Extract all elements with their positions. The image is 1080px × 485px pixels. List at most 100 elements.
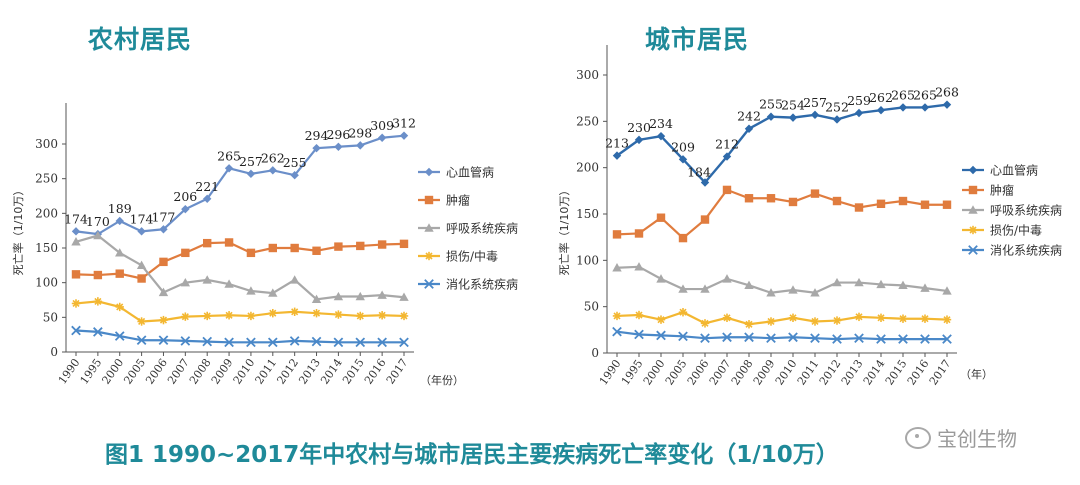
- rural-point: [181, 204, 190, 214]
- rural-y-tick-label: 150: [35, 241, 58, 255]
- urban-y-axis-label: 死亡率（1/10万）: [557, 185, 571, 276]
- rural-y-tick-label: 100: [35, 276, 58, 290]
- rural-x-tick-label: 2012: [274, 356, 301, 386]
- rural-x-tick-label: 2006: [143, 356, 170, 386]
- urban-data-label: 254: [781, 98, 805, 113]
- rural-data-label: 312: [392, 116, 416, 131]
- urban-point: [876, 199, 886, 209]
- urban-legend-marker: [968, 185, 978, 195]
- rural-point: [246, 337, 256, 348]
- urban-point: [810, 333, 820, 344]
- rural-point: [334, 310, 343, 319]
- rural-point: [137, 274, 146, 283]
- rural-legend-marker: [424, 279, 434, 289]
- urban-point: [612, 311, 622, 321]
- urban-data-label: 259: [847, 93, 871, 108]
- rural-point: [137, 317, 146, 326]
- rural-y-tick-label: 50: [43, 310, 58, 324]
- urban-point: [700, 215, 710, 224]
- rural-chart: 0501001502002503001990199520002005200620…: [11, 103, 518, 387]
- rural-point: [93, 230, 103, 240]
- urban-point: [832, 334, 842, 344]
- urban-point: [744, 194, 754, 203]
- urban-point: [656, 274, 666, 283]
- rural-point: [246, 311, 256, 321]
- urban-point: [788, 113, 798, 122]
- rural-point: [355, 291, 365, 301]
- rural-point: [181, 312, 190, 321]
- rural-point: [180, 336, 191, 346]
- rural-data-label: 296: [326, 127, 350, 142]
- rural-y-tick-label: 300: [35, 137, 58, 151]
- rural-point: [268, 166, 277, 175]
- urban-point: [920, 283, 930, 292]
- rural-point: [181, 248, 190, 258]
- urban-point: [788, 313, 798, 322]
- urban-point: [678, 284, 688, 293]
- urban-point: [634, 310, 644, 320]
- urban-legend-label: 肿瘤: [990, 183, 1014, 198]
- rural-point: [115, 302, 124, 312]
- urban-point: [942, 286, 952, 295]
- urban-series-line-4: [616, 311, 948, 326]
- rural-legend-marker: [424, 167, 434, 177]
- watermark: 宝创生物: [905, 423, 1017, 452]
- urban-x-tick-label: 2008: [729, 357, 756, 387]
- urban-data-label: 234: [649, 116, 673, 131]
- rural-data-label: 221: [195, 179, 219, 194]
- rural-panel-title: 农村居民: [88, 25, 193, 54]
- urban-point: [634, 135, 644, 145]
- urban-data-label: 242: [737, 109, 761, 124]
- rural-data-label: 189: [108, 201, 132, 216]
- rural-x-tick-label: 2009: [209, 356, 236, 386]
- rural-data-label: 174: [64, 211, 88, 226]
- rural-point: [334, 142, 343, 151]
- rural-point: [159, 257, 168, 267]
- rural-point: [377, 337, 387, 348]
- urban-x-tick-label: 2017: [927, 357, 954, 387]
- rural-point: [356, 311, 365, 321]
- rural-data-label: 294: [305, 128, 329, 143]
- urban-chart: 0501001502002503001990199520002005200620…: [557, 45, 1062, 388]
- wechat-icon: [905, 426, 931, 449]
- rural-legend-marker: [424, 251, 434, 261]
- rural-point: [71, 299, 81, 308]
- urban-point: [766, 112, 776, 121]
- rural-point: [289, 336, 300, 346]
- rural-point: [115, 269, 124, 278]
- rural-point: [158, 335, 169, 346]
- urban-point: [810, 288, 820, 297]
- rural-x-tick-label: 2008: [187, 356, 214, 386]
- rural-legend-label: 呼吸系统疾病: [446, 221, 518, 236]
- rural-data-label: 174: [130, 211, 154, 226]
- rural-x-tick-label: 2007: [165, 356, 192, 386]
- rural-x-tick-label: 2017: [384, 356, 411, 386]
- urban-point: [898, 334, 908, 344]
- rural-point: [159, 225, 168, 234]
- rural-point: [224, 279, 234, 288]
- urban-data-label: 268: [935, 85, 959, 100]
- urban-point: [744, 332, 754, 343]
- urban-point: [876, 313, 886, 322]
- urban-point: [656, 315, 666, 324]
- urban-x-tick-label: 2012: [817, 357, 844, 387]
- urban-point: [722, 152, 732, 161]
- rural-point: [93, 297, 103, 306]
- urban-panel-title: 城市居民: [645, 25, 750, 54]
- rural-point: [203, 311, 212, 321]
- urban-x-tick-label: 2015: [883, 357, 910, 387]
- urban-y-tick-label: 100: [576, 253, 599, 267]
- urban-point: [766, 194, 776, 203]
- rural-x-axis-label: （年份）: [420, 373, 464, 387]
- rural-point: [246, 248, 256, 258]
- rural-point: [136, 335, 147, 346]
- urban-point: [700, 178, 710, 187]
- urban-point: [744, 320, 754, 329]
- rural-series-line-4: [75, 300, 405, 323]
- urban-point: [788, 332, 798, 343]
- rural-point: [377, 311, 387, 320]
- rural-point: [334, 242, 343, 251]
- urban-point: [942, 100, 952, 109]
- rural-point: [71, 325, 81, 336]
- rural-point: [312, 308, 321, 318]
